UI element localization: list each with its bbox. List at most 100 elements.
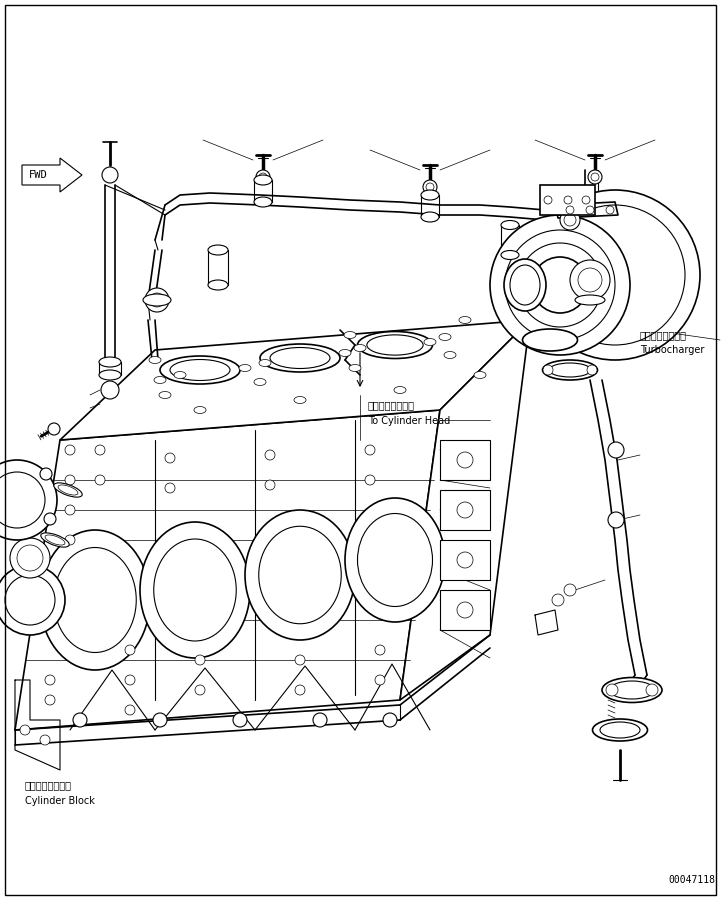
Circle shape: [606, 206, 614, 214]
Ellipse shape: [270, 347, 330, 368]
Circle shape: [505, 230, 615, 340]
Ellipse shape: [254, 379, 266, 385]
Ellipse shape: [40, 530, 150, 670]
Ellipse shape: [367, 335, 423, 356]
Circle shape: [608, 442, 624, 458]
Circle shape: [457, 502, 473, 518]
Circle shape: [608, 512, 624, 528]
Circle shape: [101, 381, 119, 399]
Circle shape: [125, 645, 135, 655]
Circle shape: [0, 565, 65, 635]
Ellipse shape: [339, 349, 351, 356]
Circle shape: [95, 475, 105, 485]
Ellipse shape: [349, 364, 361, 372]
Circle shape: [48, 423, 60, 435]
Circle shape: [457, 552, 473, 568]
Circle shape: [45, 675, 55, 685]
Bar: [540, 185, 595, 215]
Ellipse shape: [159, 392, 171, 399]
Ellipse shape: [394, 386, 406, 393]
Ellipse shape: [154, 376, 166, 383]
Circle shape: [125, 705, 135, 715]
Ellipse shape: [208, 280, 228, 290]
Circle shape: [44, 513, 56, 525]
Ellipse shape: [421, 212, 439, 222]
Circle shape: [545, 205, 685, 345]
Circle shape: [150, 293, 164, 307]
Circle shape: [578, 268, 602, 292]
Circle shape: [0, 460, 57, 540]
Circle shape: [95, 445, 105, 455]
Circle shape: [582, 196, 590, 204]
Circle shape: [564, 584, 576, 596]
Circle shape: [5, 575, 55, 625]
Text: To Cylinder Head: To Cylinder Head: [368, 416, 450, 426]
Circle shape: [45, 695, 55, 705]
Ellipse shape: [501, 220, 519, 230]
Ellipse shape: [99, 357, 121, 367]
Text: Cylinder Block: Cylinder Block: [25, 796, 95, 806]
Circle shape: [564, 214, 576, 226]
Ellipse shape: [259, 359, 271, 366]
Ellipse shape: [254, 175, 272, 185]
Text: ターボチャージャ: ターボチャージャ: [640, 330, 687, 340]
Circle shape: [0, 472, 45, 528]
Ellipse shape: [358, 514, 433, 607]
Ellipse shape: [504, 259, 546, 311]
Circle shape: [265, 450, 275, 460]
Circle shape: [566, 206, 574, 214]
Circle shape: [10, 538, 50, 578]
Ellipse shape: [41, 533, 69, 547]
Ellipse shape: [600, 722, 640, 738]
Circle shape: [587, 365, 597, 375]
Circle shape: [544, 196, 552, 204]
Text: シリンダブロック: シリンダブロック: [25, 780, 72, 790]
Circle shape: [591, 173, 599, 181]
Ellipse shape: [154, 539, 236, 641]
Ellipse shape: [421, 190, 439, 200]
Circle shape: [65, 535, 75, 545]
Ellipse shape: [259, 526, 341, 624]
Ellipse shape: [239, 364, 251, 372]
Circle shape: [256, 170, 270, 184]
Circle shape: [586, 206, 594, 214]
Ellipse shape: [194, 407, 206, 413]
Circle shape: [295, 685, 305, 695]
Polygon shape: [60, 320, 530, 440]
Circle shape: [40, 735, 50, 745]
Circle shape: [125, 675, 135, 685]
Ellipse shape: [174, 372, 186, 379]
Polygon shape: [400, 320, 530, 700]
Text: 00047118: 00047118: [668, 875, 715, 885]
Polygon shape: [15, 410, 440, 730]
Circle shape: [195, 685, 205, 695]
Ellipse shape: [143, 294, 171, 306]
Ellipse shape: [345, 498, 445, 622]
Polygon shape: [22, 158, 82, 192]
Circle shape: [375, 645, 385, 655]
Ellipse shape: [294, 397, 306, 403]
Ellipse shape: [99, 370, 121, 380]
Circle shape: [423, 180, 437, 194]
Circle shape: [17, 545, 43, 571]
Circle shape: [313, 713, 327, 727]
Circle shape: [457, 602, 473, 618]
Ellipse shape: [149, 356, 161, 364]
Bar: [440, 490, 490, 530]
Circle shape: [518, 243, 602, 327]
Circle shape: [457, 452, 473, 468]
Ellipse shape: [245, 510, 355, 640]
Circle shape: [295, 655, 305, 665]
Ellipse shape: [354, 345, 366, 352]
Circle shape: [153, 713, 167, 727]
Circle shape: [543, 365, 553, 375]
Circle shape: [65, 445, 75, 455]
Text: Turbocharger: Turbocharger: [640, 345, 704, 355]
Ellipse shape: [58, 485, 78, 495]
Ellipse shape: [54, 483, 82, 497]
Circle shape: [73, 713, 87, 727]
Ellipse shape: [575, 295, 605, 305]
Ellipse shape: [424, 338, 436, 346]
Circle shape: [265, 480, 275, 490]
Text: FWD: FWD: [29, 170, 48, 180]
